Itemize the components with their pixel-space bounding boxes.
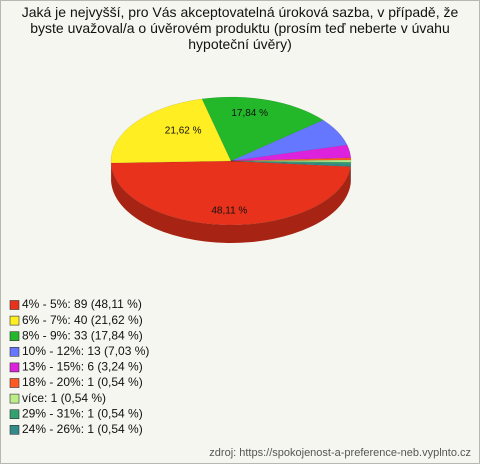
legend-label: více: 1 (0,54 %) [22, 391, 106, 405]
slice [230, 160, 352, 165]
legend-label: 13% - 15%: 6 (3,24 %) [22, 360, 143, 374]
value-label: 48,11 % [211, 206, 247, 217]
legend-swatch [9, 362, 20, 373]
slice [230, 160, 352, 167]
legend-swatch [9, 409, 20, 420]
legend-label: 8% - 9%: 33 (17,84 %) [22, 328, 143, 342]
value-label: 21,62 % [165, 126, 202, 137]
legend-swatch [9, 346, 20, 357]
legend-label: 24% - 26%: 1 (0,54 %) [22, 422, 143, 436]
legend-swatch [9, 393, 20, 404]
slice [230, 157, 352, 162]
legend-swatch [9, 315, 20, 326]
legend-swatch [9, 378, 20, 388]
legend-swatch [9, 300, 20, 310]
legend-swatch [9, 331, 20, 342]
slice [230, 144, 352, 162]
slice [230, 159, 352, 163]
slice [110, 160, 351, 226]
slice [110, 98, 232, 164]
source: zdroj: https://spokojenost-a-preference-… [209, 447, 471, 459]
value-label: 17,84 % [231, 108, 268, 119]
slice [201, 96, 324, 162]
legend-label: 4% - 5%: 89 (48,11 %) [22, 297, 142, 311]
slice [230, 119, 348, 162]
legend-label: 18% - 20%: 1 (0,54 %) [22, 375, 143, 389]
legend-label: 29% - 31%: 1 (0,54 %) [22, 406, 143, 420]
legend-label: 6% - 7%: 40 (21,62 %) [22, 313, 143, 327]
legend-label: 10% - 12%: 13 (7,03 %) [22, 344, 149, 358]
legend-swatch [9, 424, 20, 435]
slice-side [111, 163, 351, 244]
chart-title: Jaká je nejvyšší, pro Vás akceptovatelná… [21, 4, 459, 52]
